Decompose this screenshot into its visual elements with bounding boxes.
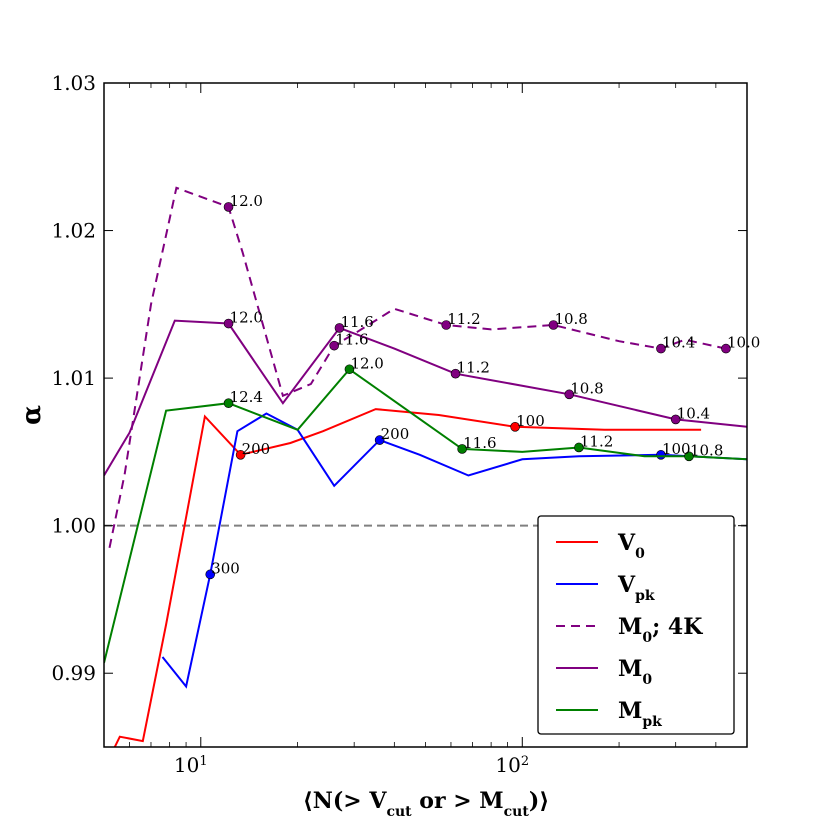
data-label-vpk: 300 <box>211 559 240 577</box>
data-point-m0 <box>564 389 575 400</box>
data-label-m0-4k: 11.2 <box>447 310 480 328</box>
series-line-m0-4k <box>108 186 727 549</box>
data-point-mpk <box>223 398 234 408</box>
y-axis-label: α <box>17 405 47 425</box>
data-label-m0: 12.0 <box>230 309 263 327</box>
data-label-mpk: 12.4 <box>230 388 263 406</box>
data-point-mpk <box>684 451 694 462</box>
data-label-mpk: 11.6 <box>463 434 496 452</box>
data-point-m0-4k <box>548 320 559 330</box>
data-label-m0: 10.8 <box>570 379 603 397</box>
y-tick-label: 1.01 <box>51 366 96 390</box>
data-label-mpk: 10.8 <box>690 441 723 459</box>
data-point-m0 <box>670 414 681 425</box>
data-label-vpk: 100 <box>662 440 691 458</box>
x-tick-label: 101 <box>174 753 208 777</box>
data-point-v0 <box>235 450 246 460</box>
y-tick-label: 1.03 <box>51 71 96 95</box>
y-tick-label: 0.99 <box>51 661 96 685</box>
data-point-vpk <box>205 569 216 580</box>
series-line-vpk <box>161 412 747 689</box>
data-point-m0 <box>223 318 234 329</box>
data-point-v0 <box>510 422 520 432</box>
data-label-mpk: 12.0 <box>350 354 383 372</box>
data-point-m0-4k <box>656 343 666 354</box>
data-label-m0: 11.2 <box>457 359 490 377</box>
data-label-m0-4k: 11.6 <box>335 331 368 349</box>
data-point-mpk <box>344 364 355 375</box>
x-axis-label: ⟨N(> Vcut or > Mcut)⟩ <box>303 788 550 820</box>
data-point-m0-4k <box>441 320 452 330</box>
x-tick-label: 102 <box>495 753 529 777</box>
data-point-m0-4k <box>721 343 731 354</box>
data-point-mpk <box>457 444 467 454</box>
data-label-m0: 10.4 <box>677 404 710 422</box>
data-label-v0: 100 <box>516 412 545 430</box>
y-tick-label: 1.00 <box>51 514 96 538</box>
data-label-v0: 200 <box>242 440 271 458</box>
data-label-m0-4k: 10.0 <box>727 334 760 352</box>
y-tick-label: 1.02 <box>51 219 96 243</box>
data-label-vpk: 200 <box>381 425 410 443</box>
data-point-vpk <box>374 435 385 445</box>
data-label-m0-4k: 12.0 <box>230 192 263 210</box>
data-label-m0-4k: 10.4 <box>662 334 695 352</box>
data-point-m0 <box>334 323 345 333</box>
data-point-m0 <box>450 368 461 379</box>
data-point-m0-4k <box>329 340 339 351</box>
data-label-mpk: 11.2 <box>580 432 613 450</box>
data-label-m0-4k: 10.8 <box>554 310 587 328</box>
data-point-m0-4k <box>223 202 234 212</box>
legend-box <box>537 515 735 735</box>
data-point-mpk <box>574 442 584 453</box>
data-label-m0: 11.6 <box>340 313 373 331</box>
